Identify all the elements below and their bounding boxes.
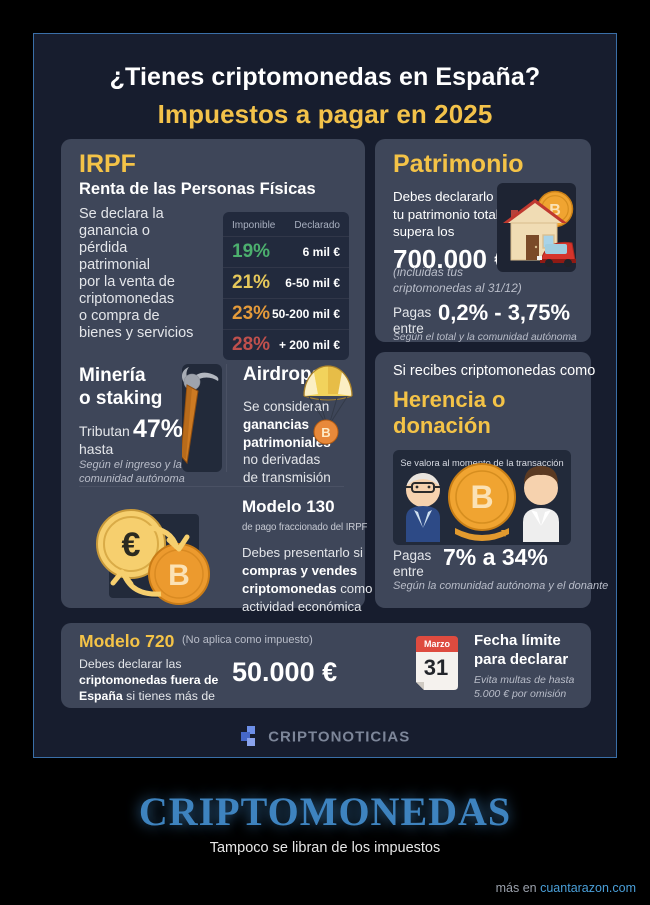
- svg-text:B: B: [321, 425, 330, 440]
- svg-text:31: 31: [424, 655, 448, 680]
- svg-text:€: €: [122, 526, 141, 564]
- svg-text:Marzo: Marzo: [424, 639, 451, 649]
- svg-text:B: B: [168, 559, 190, 592]
- svg-text:B: B: [470, 479, 493, 515]
